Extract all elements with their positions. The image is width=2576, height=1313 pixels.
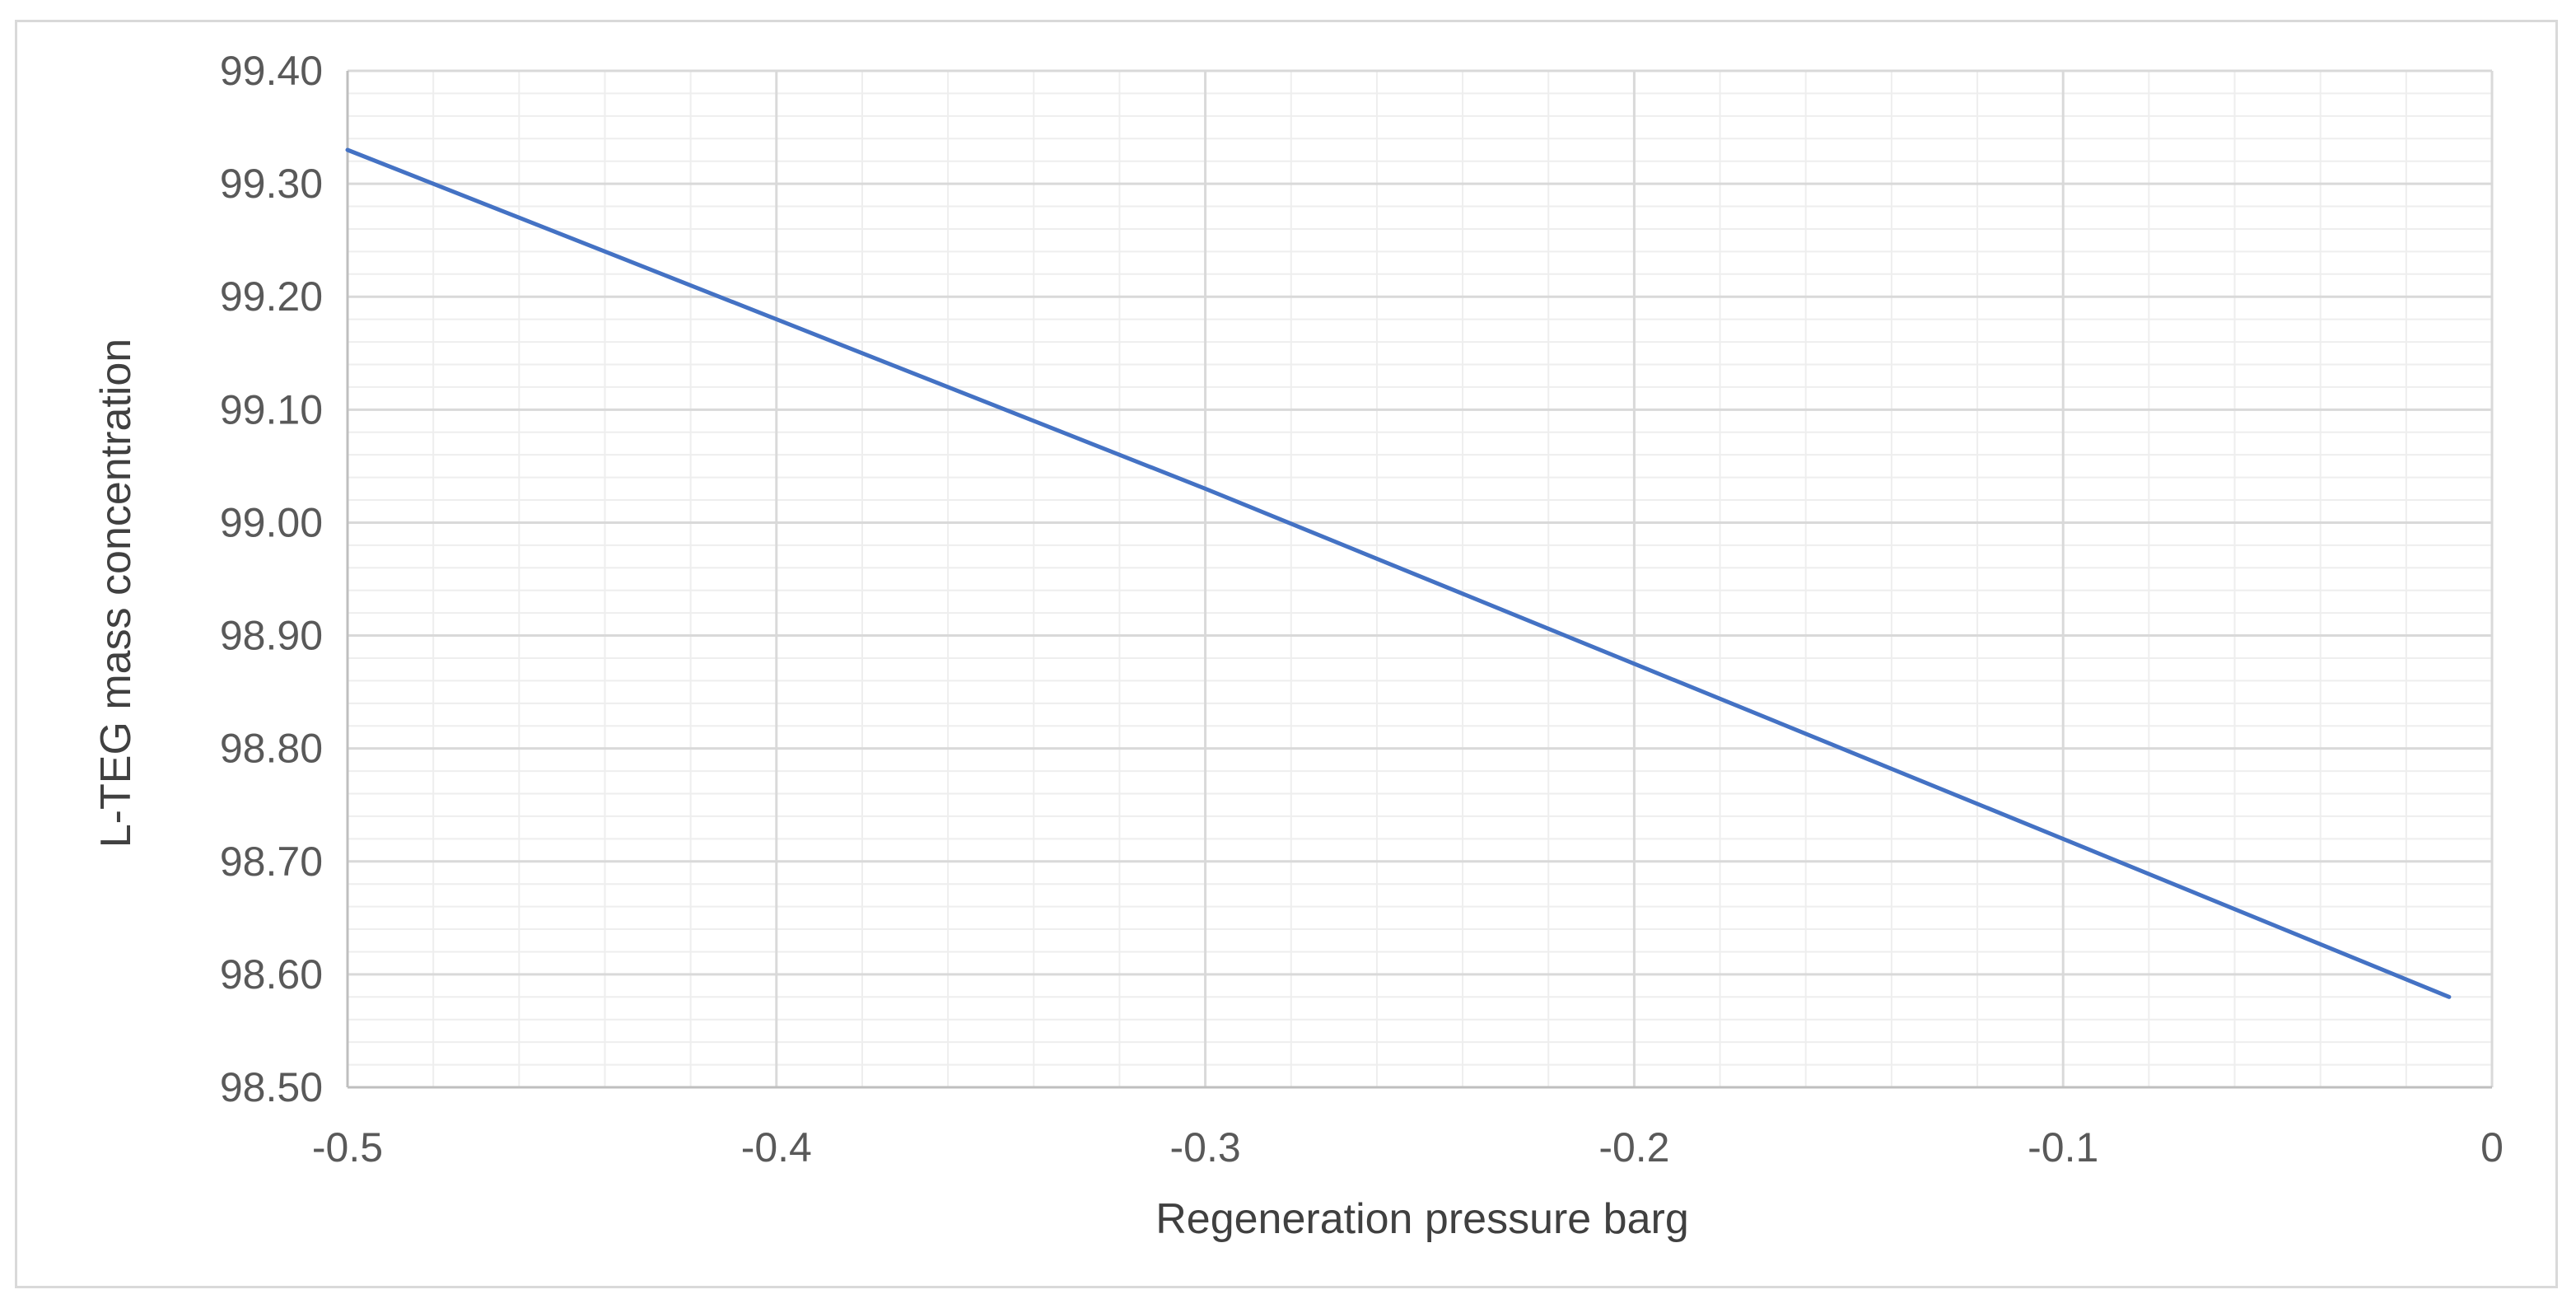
y-tick-label: 99.40 xyxy=(220,48,323,94)
y-tick-label: 98.90 xyxy=(220,613,323,659)
axes xyxy=(346,71,2492,1089)
y-tick-label: 99.00 xyxy=(220,499,323,545)
series-layer xyxy=(345,147,2452,999)
y-tick-label: 98.70 xyxy=(220,839,323,885)
x-tick-label: -0.5 xyxy=(312,1124,383,1170)
y-tick-label: 98.80 xyxy=(220,726,323,772)
y-tick-label: 98.50 xyxy=(220,1064,323,1110)
y-tick-label: 99.20 xyxy=(220,273,323,320)
y-tick-labels: 98.50 98.60 98.70 98.80 98.90 99.00 99.10 99.20… xyxy=(220,48,323,1110)
chart-frame xyxy=(15,20,2558,1288)
y-tick-label: 99.30 xyxy=(220,161,323,207)
minor-gridlines xyxy=(348,71,2492,1087)
x-tick-label: 0 xyxy=(2480,1124,2504,1170)
y-axis-title: L-TEG mass concentration xyxy=(92,339,140,848)
y-tick-label: 98.60 xyxy=(220,951,323,998)
x-tick-label: -0.2 xyxy=(1598,1124,1669,1170)
x-axis-title: Regeneration pressure barg xyxy=(1155,1195,1689,1243)
x-tick-label: -0.1 xyxy=(2028,1124,2098,1170)
series-line xyxy=(345,147,2452,999)
major-gridlines xyxy=(346,69,2494,1089)
x-tick-labels: -0.5 -0.4 -0.3 -0.2 -0.1 0 xyxy=(312,1124,2504,1170)
x-tick-label: -0.4 xyxy=(741,1124,812,1170)
x-tick-label: -0.3 xyxy=(1170,1124,1241,1170)
y-tick-label: 99.10 xyxy=(220,386,323,432)
